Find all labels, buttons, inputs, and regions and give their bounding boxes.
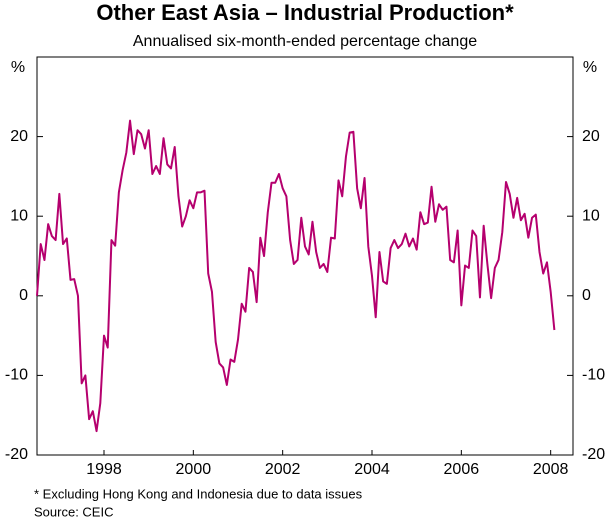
chart-title: Other East Asia – Industrial Production* — [96, 0, 514, 25]
y2-tick-label: 20 — [582, 128, 600, 145]
y2-tick-label: -20 — [582, 446, 605, 463]
y-tick-label: 0 — [19, 287, 28, 304]
source-note: Source: CEIC — [34, 504, 113, 519]
y-tick-label: -20 — [5, 446, 28, 463]
data-line — [36, 119, 556, 433]
x-tick-label: 2008 — [533, 461, 569, 478]
x-tick-label: 1998 — [86, 461, 122, 478]
x-tick-label: 2002 — [265, 461, 301, 478]
plot-frame — [36, 56, 574, 456]
footnote: * Excluding Hong Kong and Indonesia due … — [34, 486, 363, 501]
y2-axis-unit: % — [583, 59, 597, 76]
x-tick-label: 2006 — [444, 461, 480, 478]
y-tick-label: 10 — [10, 207, 28, 224]
y-axis-unit: % — [11, 59, 25, 76]
x-tick-label: 2000 — [176, 461, 212, 478]
y2-tick-label: 0 — [582, 287, 591, 304]
y-tick-label: -10 — [5, 367, 28, 384]
x-tick-label: 2004 — [354, 461, 390, 478]
y2-tick-label: -10 — [582, 367, 605, 384]
y2-tick-label: 10 — [582, 207, 600, 224]
chart-subtitle: Annualised six-month-ended percentage ch… — [133, 33, 477, 50]
y-tick-label: 20 — [10, 128, 28, 145]
